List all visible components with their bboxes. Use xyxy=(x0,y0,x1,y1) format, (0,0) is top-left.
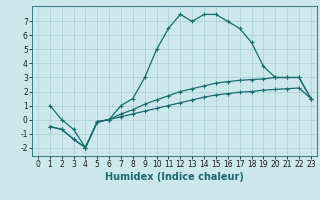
X-axis label: Humidex (Indice chaleur): Humidex (Indice chaleur) xyxy=(105,172,244,182)
